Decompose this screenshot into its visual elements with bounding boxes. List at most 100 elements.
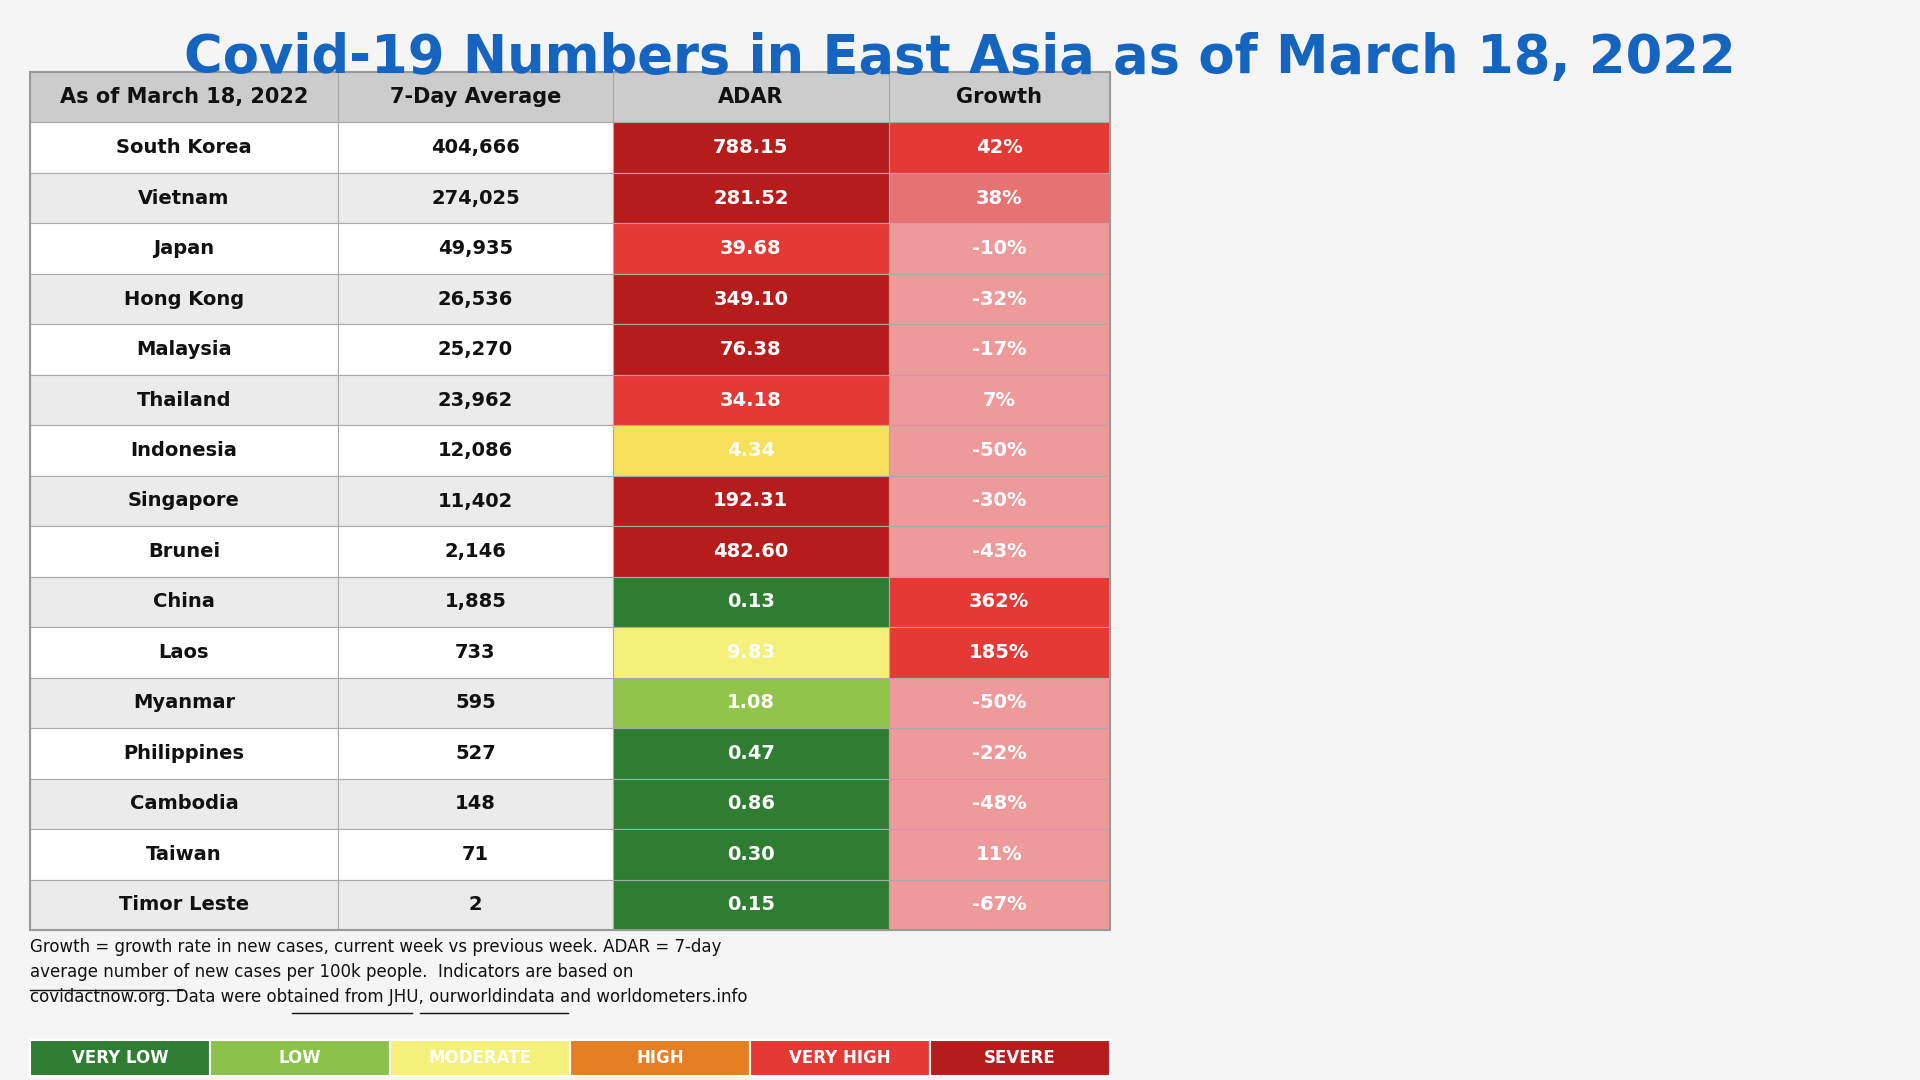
Text: Covid-19 Numbers in East Asia as of March 18, 2022: Covid-19 Numbers in East Asia as of Marc… xyxy=(184,32,1736,84)
Text: 349.10: 349.10 xyxy=(714,289,789,309)
Text: 12,086: 12,086 xyxy=(438,441,513,460)
Text: 2: 2 xyxy=(468,895,482,915)
Bar xyxy=(31,879,338,930)
Bar xyxy=(338,779,612,829)
Bar xyxy=(31,173,338,224)
Bar xyxy=(889,829,1110,879)
Text: 23,962: 23,962 xyxy=(438,391,513,409)
Text: Vietnam: Vietnam xyxy=(138,189,230,207)
Bar xyxy=(570,1040,751,1076)
Text: Indonesia: Indonesia xyxy=(131,441,238,460)
Bar xyxy=(338,224,612,274)
Bar xyxy=(338,829,612,879)
Bar xyxy=(612,879,889,930)
Text: 274,025: 274,025 xyxy=(432,189,520,207)
Bar xyxy=(889,122,1110,173)
Bar xyxy=(338,122,612,173)
Bar xyxy=(338,274,612,324)
Text: Brunei: Brunei xyxy=(148,542,221,561)
Bar xyxy=(31,677,338,728)
Text: -43%: -43% xyxy=(972,542,1027,561)
Bar xyxy=(889,677,1110,728)
Bar xyxy=(612,224,889,274)
Text: Taiwan: Taiwan xyxy=(146,845,221,864)
Text: 76.38: 76.38 xyxy=(720,340,781,359)
Text: -50%: -50% xyxy=(972,441,1027,460)
Bar xyxy=(338,879,612,930)
Text: SEVERE: SEVERE xyxy=(985,1049,1056,1067)
Text: 7-Day Average: 7-Day Average xyxy=(390,87,561,107)
Text: VERY LOW: VERY LOW xyxy=(71,1049,169,1067)
Bar xyxy=(338,476,612,526)
Bar xyxy=(31,627,338,677)
Text: 9.83: 9.83 xyxy=(728,643,776,662)
Bar xyxy=(929,1040,1110,1076)
Bar xyxy=(889,274,1110,324)
Text: Growth = growth rate in new cases, current week vs previous week. ADAR = 7-day
a: Growth = growth rate in new cases, curre… xyxy=(31,939,747,1005)
Bar xyxy=(31,577,338,627)
Bar xyxy=(612,72,889,122)
Text: 404,666: 404,666 xyxy=(432,138,520,158)
Text: 4.34: 4.34 xyxy=(728,441,776,460)
Text: ADAR: ADAR xyxy=(718,87,783,107)
Bar xyxy=(612,526,889,577)
Text: 42%: 42% xyxy=(975,138,1023,158)
Bar xyxy=(31,426,338,476)
Text: China: China xyxy=(154,593,215,611)
Bar xyxy=(31,728,338,779)
Bar xyxy=(612,324,889,375)
Bar xyxy=(338,526,612,577)
Text: 281.52: 281.52 xyxy=(712,189,789,207)
Text: Japan: Japan xyxy=(154,239,215,258)
Text: LOW: LOW xyxy=(278,1049,321,1067)
Bar xyxy=(751,1040,929,1076)
Bar xyxy=(338,324,612,375)
Bar xyxy=(612,476,889,526)
Text: 38%: 38% xyxy=(975,189,1023,207)
Text: 7%: 7% xyxy=(983,391,1016,409)
Text: 26,536: 26,536 xyxy=(438,289,513,309)
Bar xyxy=(31,274,338,324)
Bar xyxy=(338,173,612,224)
Text: 192.31: 192.31 xyxy=(712,491,789,511)
Bar xyxy=(31,122,338,173)
Text: 185%: 185% xyxy=(970,643,1029,662)
Text: MODERATE: MODERATE xyxy=(428,1049,532,1067)
Bar xyxy=(889,577,1110,627)
Bar xyxy=(612,577,889,627)
Text: 39.68: 39.68 xyxy=(720,239,781,258)
Bar xyxy=(612,173,889,224)
Bar xyxy=(889,375,1110,426)
Text: 0.13: 0.13 xyxy=(728,593,776,611)
Bar xyxy=(31,476,338,526)
Bar xyxy=(31,779,338,829)
Bar xyxy=(31,72,338,122)
Bar xyxy=(612,829,889,879)
Text: Laos: Laos xyxy=(159,643,209,662)
Text: -10%: -10% xyxy=(972,239,1027,258)
Bar xyxy=(612,677,889,728)
Text: -32%: -32% xyxy=(972,289,1027,309)
Bar xyxy=(338,577,612,627)
Text: Growth: Growth xyxy=(956,87,1043,107)
Text: -67%: -67% xyxy=(972,895,1027,915)
Bar xyxy=(889,426,1110,476)
Text: -17%: -17% xyxy=(972,340,1027,359)
Text: 788.15: 788.15 xyxy=(712,138,789,158)
Text: 148: 148 xyxy=(455,794,495,813)
Text: 482.60: 482.60 xyxy=(712,542,789,561)
Bar xyxy=(31,224,338,274)
Bar xyxy=(338,72,612,122)
Bar xyxy=(31,829,338,879)
Text: Myanmar: Myanmar xyxy=(132,693,234,713)
Bar xyxy=(889,476,1110,526)
Bar xyxy=(889,526,1110,577)
Bar xyxy=(612,375,889,426)
Text: Thailand: Thailand xyxy=(136,391,230,409)
Bar xyxy=(31,324,338,375)
Text: Philippines: Philippines xyxy=(123,744,244,762)
Bar xyxy=(338,627,612,677)
Bar xyxy=(889,779,1110,829)
Text: Singapore: Singapore xyxy=(129,491,240,511)
Bar xyxy=(889,72,1110,122)
